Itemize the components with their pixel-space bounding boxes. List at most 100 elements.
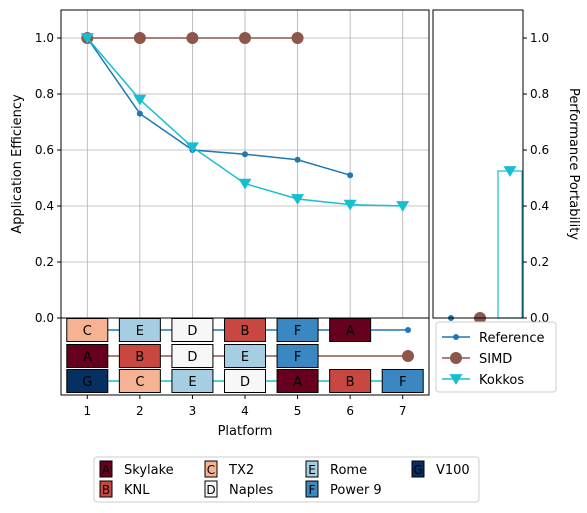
platform-legend: A Skylake B KNL C TX2 D Naples E Rome F Power 9 G V10… — [93, 456, 480, 503]
x-tick-label: 6 — [346, 404, 354, 418]
simd-order-marker-right — [402, 350, 414, 362]
platform-swatch-code: D — [206, 483, 215, 497]
kokkos-platform-code: E — [188, 375, 196, 390]
platform-swatch-code: B — [102, 483, 110, 497]
main-grid — [61, 10, 429, 319]
x-tick-label: 4 — [241, 404, 249, 418]
platform-swatch — [99, 480, 113, 498]
kokkos-point — [80, 33, 94, 44]
reference-legend-marker — [453, 334, 459, 340]
simd-platform-cell — [118, 344, 161, 368]
kokkos-platform-cell — [66, 369, 109, 393]
kokkos-platform-code: C — [135, 375, 144, 390]
pp-axes — [432, 9, 524, 319]
kokkos-platform-code: G — [82, 375, 92, 390]
y-axis-label: Application Efficiency — [10, 94, 25, 234]
right-y-tick-label: 1.0 — [530, 31, 549, 45]
y-tick-label: 0.2 — [35, 255, 54, 269]
x-tick-label: 5 — [294, 404, 302, 418]
reference-point — [294, 156, 301, 163]
y-tick-label: 1.0 — [35, 31, 54, 45]
platform-name: Power 9 — [330, 483, 382, 498]
platform-swatch-code: A — [102, 463, 111, 477]
simd-point — [239, 32, 251, 44]
reference-platform-code: C — [83, 324, 92, 339]
reference-platform-code: B — [241, 324, 250, 339]
right-y-axis: 0.00.20.40.60.81.0 — [523, 31, 549, 325]
platform-swatch-code: F — [309, 483, 316, 497]
y-tick-label: 0.0 — [35, 311, 54, 325]
simd-platform-code: A — [83, 350, 92, 365]
simd-platform-cell — [224, 344, 266, 368]
reference-platform-code: A — [346, 324, 355, 339]
kokkos-point — [133, 94, 147, 106]
platform-swatch — [305, 480, 319, 498]
kokkos-legend-label: Kokkos — [479, 373, 524, 388]
kokkos-platform-cell — [276, 369, 319, 393]
simd-platform-code: B — [135, 350, 144, 365]
simd-platform-code: F — [294, 350, 301, 365]
kokkos-point — [343, 199, 357, 211]
platform-name: Rome — [330, 463, 367, 478]
x-tick-label: 2 — [136, 404, 144, 418]
simd-point — [133, 32, 146, 44]
efficiency-plot — [80, 32, 410, 212]
reference-order-marker-right — [405, 327, 411, 333]
reference-platform-code: F — [294, 324, 301, 339]
right-y-tick-label: 0.8 — [530, 87, 549, 101]
kokkos-platform-code: B — [346, 375, 355, 390]
platform-swatch — [204, 480, 218, 498]
platform-swatch — [305, 460, 319, 478]
kokkos-platform-cell — [224, 369, 266, 393]
kokkos-pp-marker — [503, 166, 517, 177]
simd-platform-cell — [276, 344, 319, 368]
platform-name: Skylake — [124, 463, 174, 478]
platform-legend-frame — [93, 456, 480, 503]
simd-legend-label: SIMD — [479, 352, 512, 367]
kokkos-platform-cell — [329, 369, 372, 393]
kokkos-platform-code: D — [240, 375, 250, 390]
platform-swatch — [99, 460, 113, 478]
kokkos-platform-cell — [118, 369, 161, 393]
simd-platform-code: D — [187, 350, 197, 365]
right-y-tick-label: 0.2 — [530, 255, 549, 269]
simd-point — [186, 32, 199, 44]
simd-point — [291, 32, 304, 44]
left-y-axis: 0.0 0.2 0.4 0.6 0.8 1.0 — [35, 31, 61, 325]
platform-order-panel: C E D B F AA B D E FG C E D A B F — [66, 318, 424, 393]
kokkos-point — [291, 194, 305, 205]
x-tick-label: 1 — [83, 404, 91, 418]
y-tick-label: 0.6 — [35, 143, 54, 157]
platform-swatch — [411, 460, 425, 478]
platform-swatch-code: G — [413, 463, 422, 477]
reference-platform-code: D — [187, 324, 197, 339]
platform-swatch-code: C — [207, 463, 215, 477]
platform-name: KNL — [124, 483, 150, 498]
platform-swatch-code: E — [308, 463, 316, 477]
kokkos-platform-cell — [171, 369, 214, 393]
pp-plot — [448, 166, 523, 324]
kokkos-platform-cell — [381, 369, 424, 393]
x-tick-label: 3 — [189, 404, 197, 418]
y-tick-label: 0.4 — [35, 199, 54, 213]
reference-point — [347, 172, 354, 179]
kokkos-point — [396, 201, 410, 212]
platform-name: TX2 — [228, 463, 254, 478]
y-tick-label: 0.8 — [35, 87, 54, 101]
reference-platform-code: E — [136, 324, 144, 339]
y-axis-label-right: Performance Portability — [566, 88, 581, 240]
platform-swatch — [204, 460, 218, 478]
x-axis: 1 2 3 4 5 6 7 — [83, 395, 407, 418]
kokkos-platform-code: F — [399, 375, 406, 390]
simd-platform-cell — [171, 344, 214, 368]
kokkos-legend-marker — [449, 374, 463, 385]
simd-legend-marker — [450, 352, 462, 364]
reference-legend-label: Reference — [479, 331, 544, 346]
simd-platform-code: E — [241, 350, 249, 365]
kokkos-pp-bar — [497, 170, 523, 319]
kokkos-point — [238, 178, 252, 190]
x-tick-label: 7 — [399, 404, 407, 418]
kokkos-point — [185, 142, 199, 154]
platform-name: Naples — [229, 483, 274, 498]
